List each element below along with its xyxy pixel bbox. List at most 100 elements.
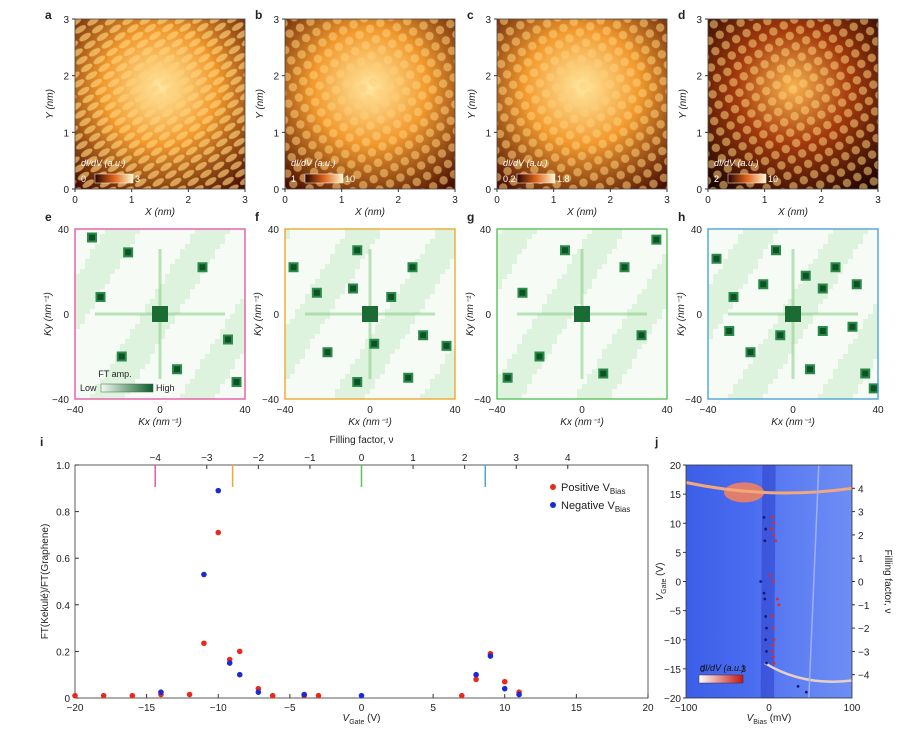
ft-noise — [205, 394, 210, 399]
ft-noise — [768, 379, 773, 384]
ft-noise — [808, 319, 813, 324]
ft-noise — [522, 359, 527, 364]
ft-noise — [753, 244, 758, 249]
ft-noise — [145, 304, 150, 309]
ft-noise — [220, 344, 225, 349]
ft-noise — [205, 369, 210, 374]
ft-spot-core — [354, 379, 361, 385]
ft-noise — [497, 274, 502, 279]
ft-noise — [420, 264, 425, 269]
ft-noise — [768, 369, 773, 374]
ft-noise — [803, 324, 808, 329]
ft-noise — [220, 349, 225, 354]
ft-noise — [110, 229, 115, 234]
ft-noise — [723, 294, 728, 299]
ft-noise — [225, 359, 230, 364]
ft-noise — [440, 244, 445, 249]
ft-noise — [758, 239, 763, 244]
ft-noise — [170, 299, 175, 304]
ft-noise — [853, 364, 858, 369]
ft-noise — [758, 249, 763, 254]
ft-noise — [240, 304, 245, 309]
ft-noise — [385, 354, 390, 359]
ft-noise — [627, 319, 632, 324]
ft-noise — [105, 229, 110, 234]
ft-noise — [738, 254, 743, 259]
ft-noise — [450, 394, 455, 399]
ft-noise — [753, 369, 758, 374]
ft-noise — [743, 374, 748, 379]
trace-dot — [770, 527, 773, 531]
ft-noise — [215, 354, 220, 359]
ft-noise — [120, 374, 125, 379]
ft-noise — [355, 364, 360, 369]
ft-noise — [758, 364, 763, 369]
ft-noise — [325, 264, 330, 269]
ft-noise — [150, 349, 155, 354]
ft-noise — [350, 239, 355, 244]
ft-noise — [130, 234, 135, 239]
x-tick-label: 0 — [157, 405, 163, 416]
ft-noise — [290, 339, 295, 344]
ft-noise — [502, 369, 507, 374]
ft-noise — [240, 339, 245, 344]
ft-noise — [542, 314, 547, 319]
ft-noise — [848, 359, 853, 364]
ft-noise — [597, 254, 602, 259]
ft-noise — [577, 284, 582, 289]
ft-noise — [587, 274, 592, 279]
data-point — [100, 692, 107, 699]
ft-noise — [607, 379, 612, 384]
ft-noise — [230, 344, 235, 349]
ft-noise — [365, 234, 370, 239]
ft-noise — [768, 359, 773, 364]
ft-spot-core — [324, 349, 331, 356]
ft-noise — [708, 324, 713, 329]
ft-noise — [375, 334, 380, 339]
ft-noise — [450, 234, 455, 239]
ft-noise — [617, 354, 622, 359]
ft-noise — [220, 359, 225, 364]
ft-noise — [708, 304, 713, 309]
y-tick-label: 0 — [64, 694, 70, 705]
ft-noise — [652, 289, 657, 294]
ft-noise — [170, 309, 175, 314]
top-tick-label: 3 — [513, 453, 519, 464]
ft-noise — [733, 264, 738, 269]
ft-noise — [502, 254, 507, 259]
ft-noise — [435, 384, 440, 389]
ft-noise — [155, 339, 160, 344]
ft-noise — [325, 299, 330, 304]
ft-noise — [572, 294, 577, 299]
ft-noise — [205, 384, 210, 389]
x-axis-label: Kx (nm⁻¹) — [348, 417, 392, 428]
ft-noise — [843, 384, 848, 389]
ft-noise — [110, 369, 115, 374]
data-point — [269, 692, 276, 699]
ft-noise — [597, 394, 602, 399]
ft-noise — [200, 374, 205, 379]
ft-noise — [602, 379, 607, 384]
trace-dot — [770, 650, 774, 653]
ft-noise — [160, 284, 165, 289]
ft-noise — [612, 344, 617, 349]
ft-noise — [873, 309, 878, 314]
ft-noise — [833, 259, 838, 264]
ft-noise — [793, 334, 798, 339]
ft-noise — [350, 234, 355, 239]
ft-noise — [345, 244, 350, 249]
ft-noise — [315, 319, 320, 324]
y-tick-label: 40 — [268, 225, 280, 236]
ft-noise — [657, 274, 662, 279]
x-tick-label: 40 — [239, 405, 251, 416]
ft-noise — [100, 379, 105, 384]
ft-noise — [100, 249, 105, 254]
map-line — [685, 481, 853, 495]
colorbar-min: 0 — [81, 174, 86, 184]
ft-noise — [295, 359, 300, 364]
ft-noise — [587, 239, 592, 244]
ft-noise — [135, 339, 140, 344]
ft-noise — [375, 234, 380, 239]
ft-noise — [400, 309, 405, 314]
